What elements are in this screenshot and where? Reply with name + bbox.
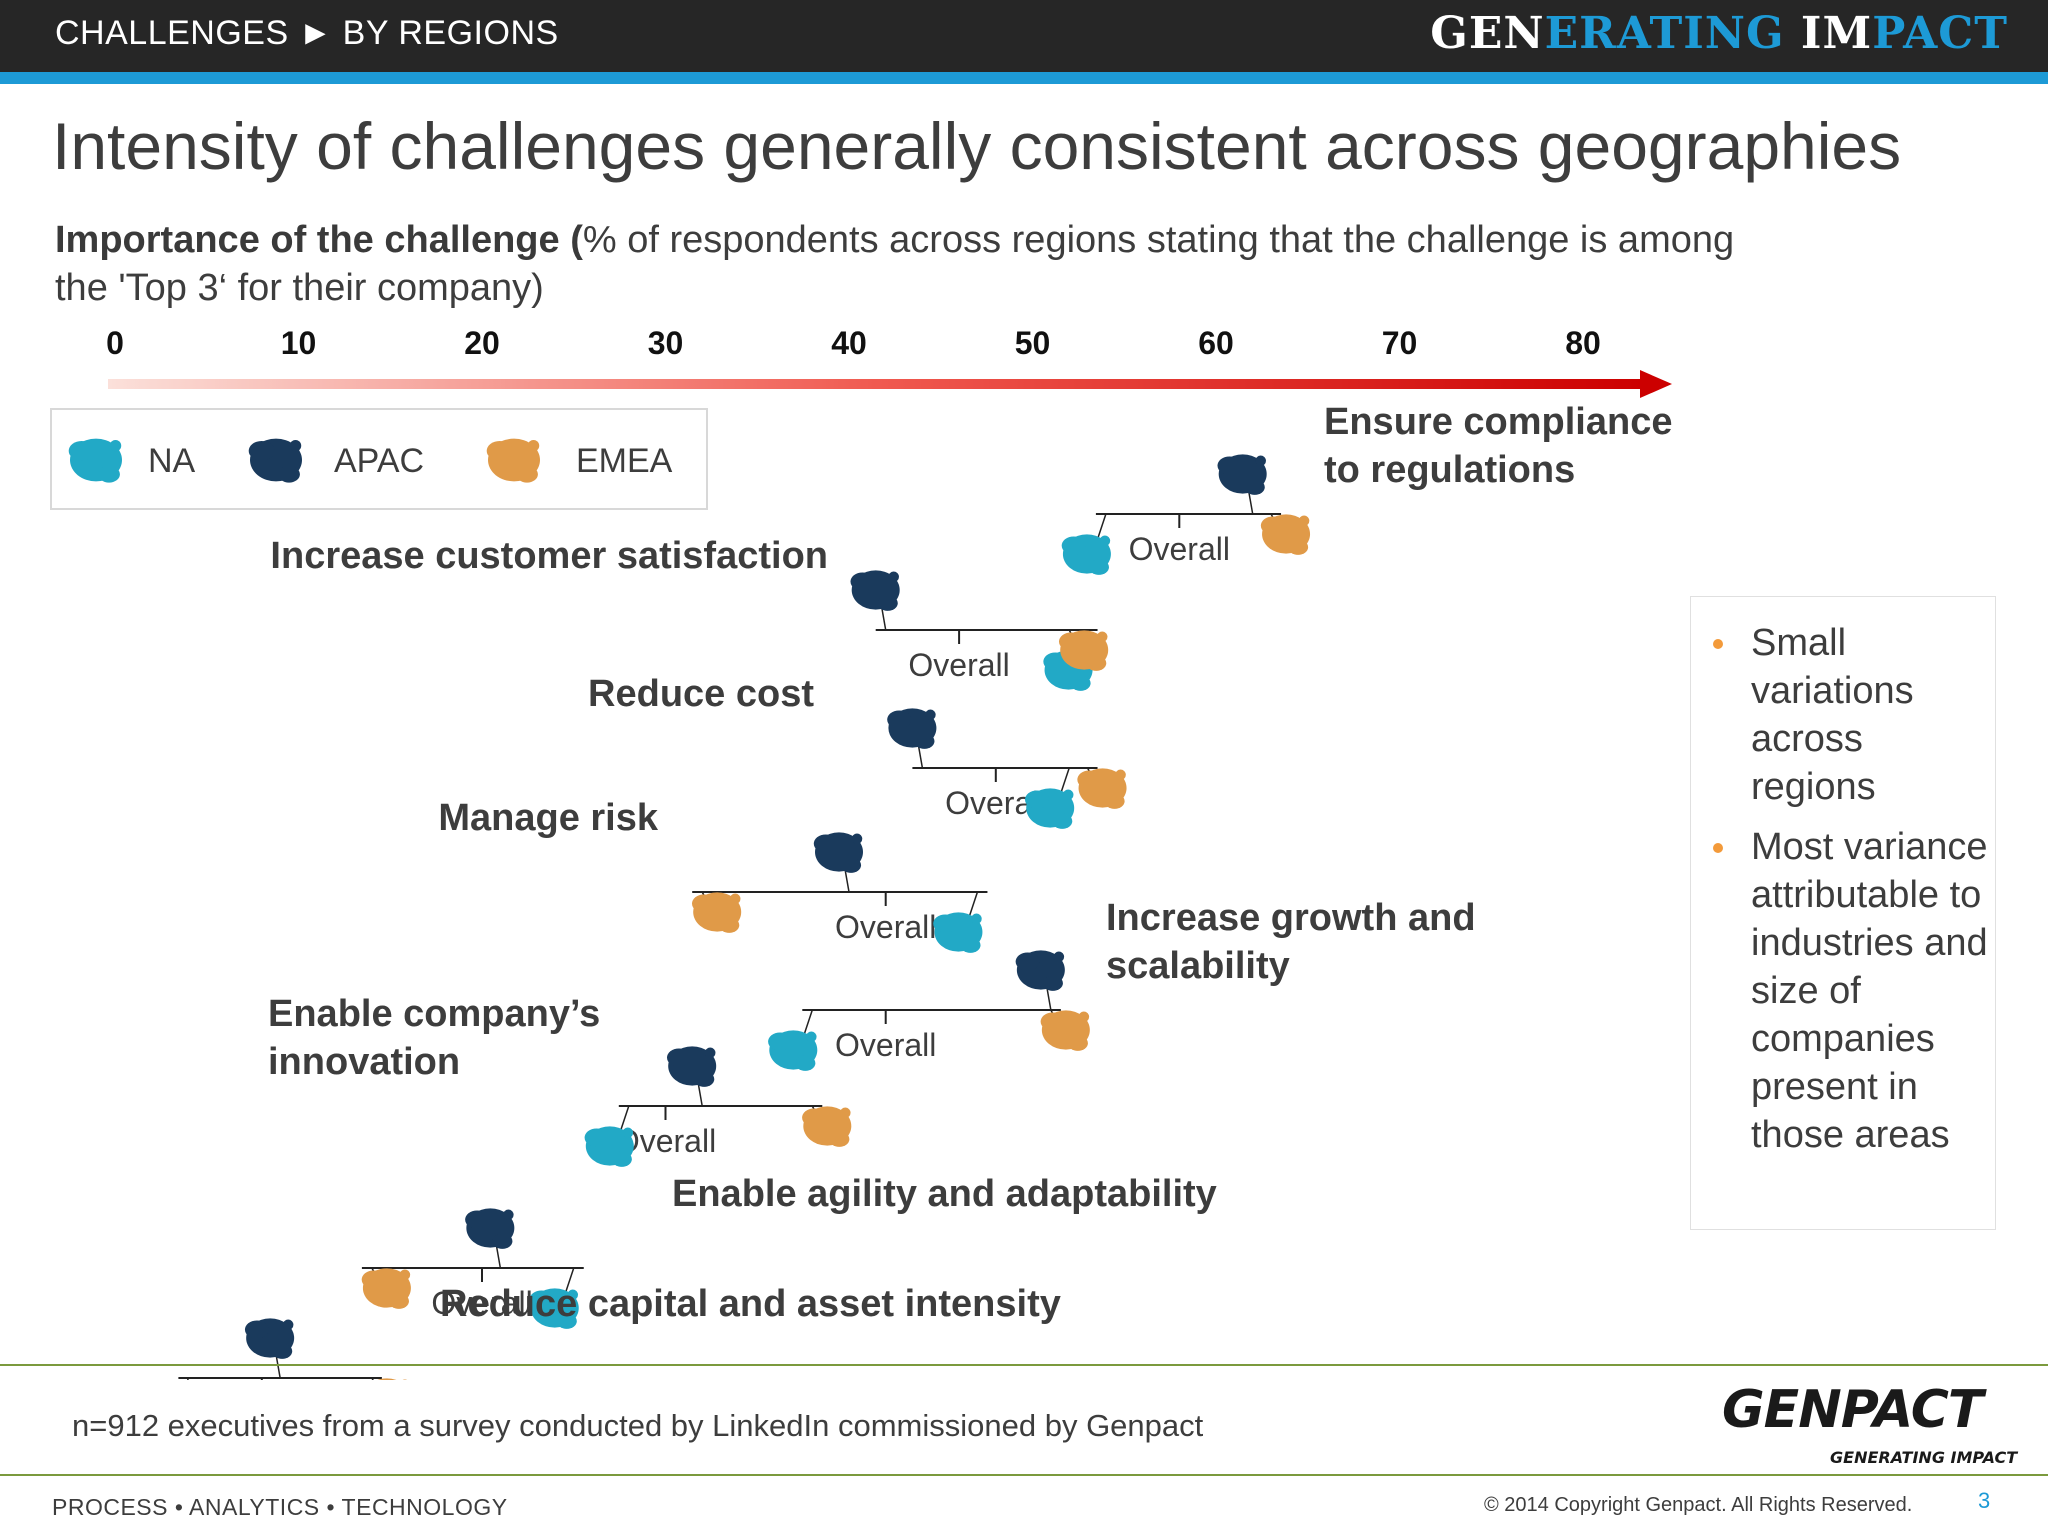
europe-africa-map-icon xyxy=(1059,630,1109,671)
x-tick-label: 30 xyxy=(648,325,684,361)
challenge-chart: 0 10 20 30 40 50 60 70 80 NA APAC EMEA Overall Ensu… xyxy=(50,325,1672,1380)
footer-tagline: PROCESS • ANALYTICS • TECHNOLOGY xyxy=(52,1494,508,1520)
bullet-icon xyxy=(1713,843,1723,853)
north-america-map-icon xyxy=(529,1288,579,1329)
legend: NA APAC EMEA xyxy=(50,408,708,510)
axis-bar xyxy=(108,379,1643,389)
overall-label: Overall xyxy=(1129,531,1230,567)
challenge-group: Overall Increase growth and scalability xyxy=(768,897,1476,1071)
overall-label: Overall xyxy=(431,1285,532,1321)
takeaway-text: Small variations across regions xyxy=(1751,622,1914,808)
genpact-logo: GENPACT xyxy=(1722,1380,1983,1440)
asia-pacific-map-icon xyxy=(1015,950,1065,991)
north-america-map-icon xyxy=(68,438,122,483)
legend-label: APAC xyxy=(334,442,424,480)
challenge-label: Manage risk xyxy=(438,797,659,839)
brand-part-3: IM xyxy=(1784,8,1873,59)
survey-note: n=912 executives from a survey conducted… xyxy=(72,1408,1204,1443)
north-america-map-icon xyxy=(1025,788,1075,829)
subtitle-bold: Importance of the challenge ( xyxy=(55,219,583,261)
slide-title: Intensity of challenges generally consis… xyxy=(52,109,1902,183)
legend-label: NA xyxy=(148,442,196,480)
bullet-icon xyxy=(1713,639,1723,649)
key-takeaways-box: Small variations across regions Most var… xyxy=(1690,596,1996,1230)
challenge-label: Ensure compliance xyxy=(1324,401,1672,443)
overall-label: Overall xyxy=(835,1027,936,1063)
header-stripe xyxy=(0,72,2048,84)
x-tick-label: 60 xyxy=(1198,325,1234,361)
brand-part-4: PACT xyxy=(1872,8,2008,59)
axis-arrow-icon xyxy=(1640,370,1672,398)
europe-africa-map-icon xyxy=(361,1268,411,1309)
europe-africa-map-icon xyxy=(1040,1010,1090,1051)
europe-africa-map-icon xyxy=(1077,768,1127,809)
asia-pacific-map-icon xyxy=(887,708,937,749)
x-axis: 0 10 20 30 40 50 60 70 80 xyxy=(106,325,1672,398)
subtitle-rest: % of respondents across regions stating … xyxy=(55,219,1735,309)
overall-label: Overall xyxy=(835,909,936,945)
challenge-group: Overall Enable agility and adaptability xyxy=(361,1173,1217,1329)
challenge-label: Reduce capital and asset intensity xyxy=(440,1283,1061,1325)
takeaway-item: Small variations across regions xyxy=(1691,619,1995,811)
x-tick-label: 70 xyxy=(1382,325,1418,361)
copyright-text: © 2014 Copyright Genpact. All Rights Res… xyxy=(1484,1494,1913,1516)
europe-africa-map-icon xyxy=(802,1106,852,1147)
breadcrumb: CHALLENGES ► BY REGIONS xyxy=(55,14,559,52)
brand-part-2: ERATING xyxy=(1544,8,1785,59)
asia-pacific-map-icon xyxy=(667,1046,717,1087)
north-america-map-icon xyxy=(933,912,983,953)
north-america-map-icon xyxy=(768,1030,818,1071)
footer-divider-top xyxy=(0,1364,2048,1366)
challenge-group: Overall Increase customer satisfaction xyxy=(270,535,1109,691)
x-tick-label: 0 xyxy=(106,325,124,361)
asia-pacific-map-icon xyxy=(248,438,302,483)
europe-africa-map-icon xyxy=(377,1378,408,1380)
brand-part-1: GEN xyxy=(1430,8,1545,59)
asia-pacific-map-icon xyxy=(813,832,863,873)
challenge-group: Overall Ensure compliance to regulations xyxy=(1061,401,1672,575)
chart-subtitle: Importance of the challenge (% of respon… xyxy=(55,216,1755,312)
takeaway-item: Most variance attributable to industries… xyxy=(1691,823,1995,1159)
x-tick-label: 10 xyxy=(281,325,317,361)
challenge-label: scalability xyxy=(1106,945,1290,987)
takeaway-list: Small variations across regions Most var… xyxy=(1691,597,1995,1159)
challenge-label: Enable agility and adaptability xyxy=(672,1173,1217,1215)
legend-label: EMEA xyxy=(576,442,673,480)
challenge-label: Reduce cost xyxy=(588,673,814,715)
asia-pacific-map-icon xyxy=(850,570,900,611)
challenge-label: innovation xyxy=(268,1041,460,1083)
x-tick-label: 50 xyxy=(1015,325,1051,361)
x-tick-label: 20 xyxy=(464,325,500,361)
europe-africa-map-icon xyxy=(692,892,742,933)
legend-box xyxy=(50,408,708,510)
takeaway-text: Most variance attributable to industries… xyxy=(1751,826,1988,1156)
overall-label: Overall xyxy=(908,647,1009,683)
europe-africa-map-icon xyxy=(1260,514,1311,555)
challenge-label: Enable company’s xyxy=(268,993,600,1035)
page-number: 3 xyxy=(1978,1488,1991,1513)
challenge-label: Increase growth and xyxy=(1106,897,1476,939)
top-bar: CHALLENGES ► BY REGIONS GENERATING IMPAC… xyxy=(0,0,2048,72)
brand-wordmark: GENERATING IMPACT xyxy=(1430,8,2008,59)
north-america-map-icon xyxy=(1061,534,1111,575)
north-america-map-icon xyxy=(584,1126,634,1167)
genpact-logo-tagline: GENERATING IMPACT xyxy=(1830,1448,2018,1467)
footer-divider-bottom xyxy=(0,1474,2048,1476)
europe-africa-map-icon xyxy=(486,438,540,483)
challenge-group: Overall Manage risk xyxy=(438,797,988,953)
x-tick-label: 40 xyxy=(831,325,867,361)
challenge-label: to regulations xyxy=(1324,449,1575,491)
asia-pacific-map-icon xyxy=(244,1318,295,1359)
challenge-label: Increase customer satisfaction xyxy=(270,535,828,577)
asia-pacific-map-icon xyxy=(465,1208,515,1249)
x-tick-label: 80 xyxy=(1565,325,1601,361)
asia-pacific-map-icon xyxy=(1217,454,1267,495)
